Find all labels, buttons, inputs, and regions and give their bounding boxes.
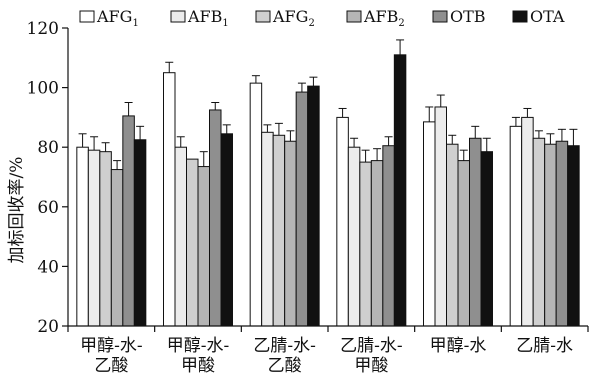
bar (174, 146, 187, 327)
legend-label: AFG1 (96, 7, 139, 29)
y-tick-label: 40 (37, 257, 59, 277)
y-axis-label: 加标回收率/% (7, 157, 27, 264)
legend-swatch (432, 10, 448, 23)
bar (209, 109, 222, 327)
bar (382, 145, 395, 327)
bar (446, 143, 459, 327)
x-category-label: 乙腈-水 (516, 336, 573, 356)
legend-label-subscript: 2 (398, 18, 404, 29)
y-tick-label: 80 (37, 138, 59, 158)
legend-swatch (255, 10, 271, 23)
legend-label: AFB2 (363, 7, 405, 29)
bar (186, 158, 199, 327)
bar (359, 161, 372, 327)
bar (249, 82, 263, 327)
x-category-label: 甲醇-水- (167, 336, 230, 356)
y-tick-label: 100 (27, 79, 59, 99)
bar (393, 54, 407, 327)
bar (469, 137, 482, 327)
bar (480, 151, 493, 327)
bar (76, 146, 89, 327)
bar (555, 140, 569, 327)
y-axis: 20 40 60 80 100 120 (27, 19, 69, 337)
bar (567, 145, 580, 327)
x-category-label: 乙腈-水- (253, 336, 316, 356)
bar (336, 116, 349, 327)
bar (434, 106, 447, 327)
legend-label: AFB1 (187, 7, 229, 29)
bar (122, 115, 135, 327)
bar (347, 146, 361, 327)
legend-label-subscript: 1 (132, 18, 138, 29)
legend-label: AFG2 (272, 7, 315, 29)
bar (544, 143, 557, 327)
bar (284, 140, 297, 327)
bars (76, 39, 580, 327)
y-tick-label: 120 (27, 19, 59, 39)
legend-label: OTA (530, 7, 565, 26)
x-category-label: 乙酸 (94, 356, 128, 376)
bar (110, 169, 124, 327)
bar (295, 91, 309, 327)
x-category-label: 甲酸 (181, 356, 215, 376)
bar (423, 121, 436, 327)
legend: AFG1 AFB1 AFG2 AFB2 OTB OTA (79, 7, 565, 29)
x-category-label: 甲酸 (354, 356, 388, 376)
bar (521, 116, 534, 327)
bar (197, 166, 210, 327)
bar (370, 160, 384, 327)
legend-label: OTB (450, 7, 486, 26)
legend-label-subscript: 2 (308, 18, 314, 29)
bar (99, 151, 112, 327)
bar (163, 72, 176, 327)
bar (509, 125, 523, 327)
x-category-label: 甲醇-水- (80, 336, 143, 356)
legend-swatch (512, 10, 528, 23)
legend-swatch (346, 10, 362, 23)
bar (307, 85, 320, 327)
y-tick-label: 20 (37, 317, 59, 337)
bar (87, 149, 101, 327)
bar (133, 139, 147, 327)
legend-swatch (170, 10, 186, 23)
bar (457, 160, 470, 327)
x-category-label: 乙酸 (268, 356, 302, 376)
x-category-label: 乙腈-水- (340, 336, 403, 356)
y-tick-label: 60 (37, 198, 59, 218)
legend-swatch (79, 10, 95, 23)
x-category-label: 甲醇-水 (430, 336, 487, 356)
legend-label-subscript: 1 (222, 18, 228, 29)
bar (532, 137, 546, 327)
bar (272, 134, 286, 327)
bar (220, 133, 233, 327)
bar (261, 131, 274, 327)
